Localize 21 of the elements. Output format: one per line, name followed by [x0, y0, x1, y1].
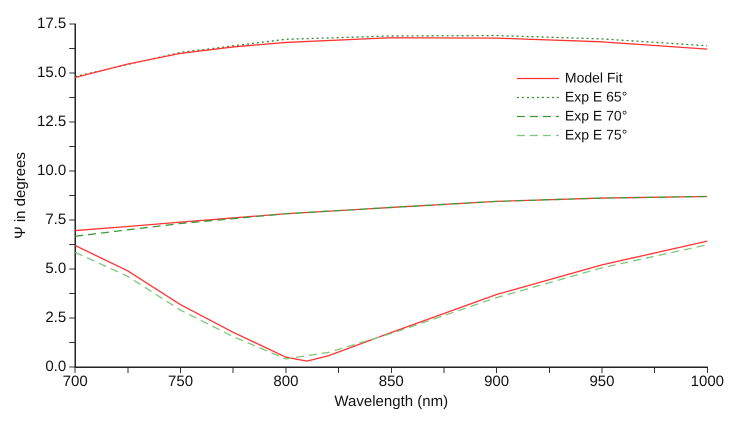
x-axis-title: Wavelength (nm)	[334, 393, 448, 410]
legend-label: Exp E 65°	[564, 88, 628, 104]
x-tick-label: 750	[168, 373, 194, 390]
y-axis-title: Ψ in degrees	[12, 152, 30, 239]
y-tick-label: 15.0	[36, 64, 66, 82]
y-tick-label: 17.5	[36, 15, 66, 32]
y-tick-label: 2.5	[45, 309, 66, 326]
legend-label: Exp E 70°	[564, 107, 628, 124]
y-tick-label: 12.5	[36, 113, 66, 130]
y-tick-label: 7.5	[45, 211, 66, 228]
x-tick-label: 850	[378, 373, 404, 390]
x-tick-label: 800	[273, 373, 298, 390]
x-tick-label: 950	[589, 373, 614, 390]
y-tick-label: 0.0	[45, 358, 66, 376]
y-tick-label: 10.0	[36, 162, 66, 180]
legend-label: Model Fit	[564, 69, 623, 86]
x-tick-label: 900	[484, 373, 510, 390]
x-tick-label: 700	[62, 373, 88, 390]
y-tick-label: 5.0	[45, 260, 66, 278]
legend-label: Exp E 75°	[564, 126, 628, 142]
x-tick-label: 1000	[690, 373, 724, 390]
